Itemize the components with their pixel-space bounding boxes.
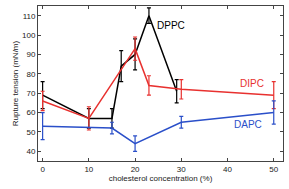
svg-text:40: 40 <box>223 165 232 174</box>
svg-text:100: 100 <box>22 31 36 40</box>
svg-text:110: 110 <box>23 11 36 20</box>
svg-text:DIPC: DIPC <box>240 78 264 89</box>
svg-text:40: 40 <box>26 147 35 156</box>
svg-text:70: 70 <box>26 89 35 98</box>
svg-text:10: 10 <box>84 165 93 174</box>
svg-text:60: 60 <box>26 108 35 117</box>
svg-text:Rupture tension (mN/m): Rupture tension (mN/m) <box>11 40 20 126</box>
svg-text:DAPC: DAPC <box>234 119 262 130</box>
svg-text:DPPC: DPPC <box>157 20 185 31</box>
svg-text:cholesterol concentration (%): cholesterol concentration (%) <box>109 174 213 183</box>
svg-text:0: 0 <box>40 165 45 174</box>
svg-text:90: 90 <box>26 50 35 59</box>
svg-text:80: 80 <box>26 70 35 79</box>
svg-text:30: 30 <box>177 165 186 174</box>
svg-text:50: 50 <box>269 165 278 174</box>
svg-text:50: 50 <box>26 128 35 137</box>
svg-text:20: 20 <box>131 165 140 174</box>
